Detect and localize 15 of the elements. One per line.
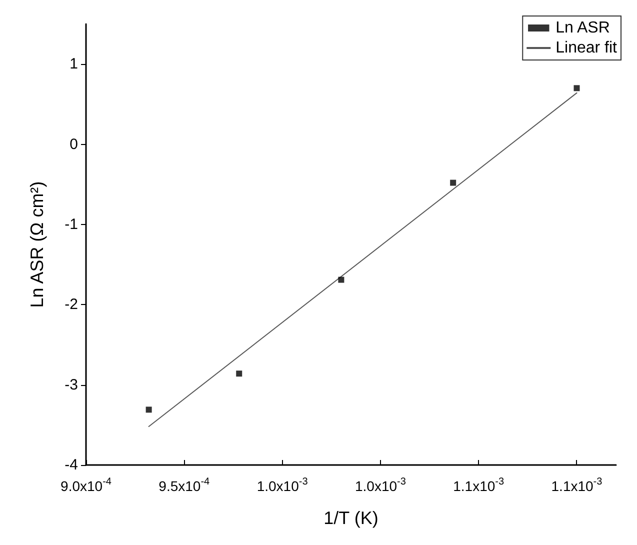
y-tick-label: -3 bbox=[64, 376, 78, 394]
point bbox=[236, 370, 242, 377]
y-tick-label: 0 bbox=[70, 136, 78, 153]
y-tick-label: -1 bbox=[64, 216, 78, 233]
point bbox=[146, 406, 152, 413]
y-tick-label: 1 bbox=[70, 56, 78, 73]
point bbox=[338, 276, 344, 283]
x-axis-title: 1/T (K) bbox=[324, 508, 378, 528]
legend-label: Ln ASR bbox=[556, 20, 610, 36]
point bbox=[574, 85, 580, 92]
y-tick-label: -4 bbox=[64, 456, 78, 474]
legend-label: Linear fit bbox=[556, 40, 618, 56]
y-axis-title: Ln ASR (Ω cm²) bbox=[27, 181, 47, 308]
y-tick-label: -2 bbox=[64, 296, 78, 314]
point bbox=[450, 180, 456, 186]
